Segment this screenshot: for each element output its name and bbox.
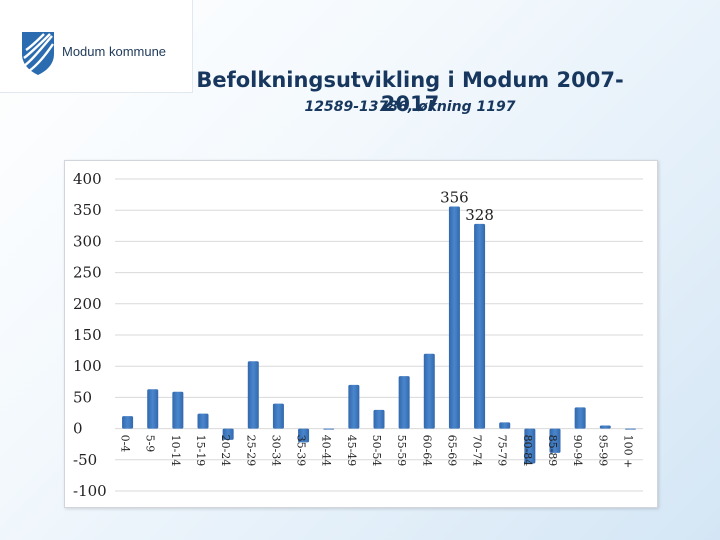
logo-text: Modum kommune	[62, 44, 167, 59]
x-tick-label: 95-99	[596, 435, 609, 467]
bar-75-79	[499, 422, 511, 429]
modum-shield-icon	[22, 32, 54, 75]
y-tick-label: 150	[73, 326, 102, 344]
logo-box: Modum kommune	[0, 0, 193, 93]
y-tick-label: 400	[73, 170, 102, 188]
data-label: 328	[465, 206, 494, 224]
y-tick-label: 300	[73, 232, 102, 250]
x-tick-label: 45-49	[345, 435, 358, 467]
bar-20-24	[222, 428, 234, 440]
x-tick-label: 60-64	[420, 435, 433, 467]
bar-30-34	[272, 403, 284, 429]
y-tick-label: -100	[73, 482, 107, 500]
x-tick-label: 15-19	[194, 435, 207, 467]
y-tick-label: 350	[73, 201, 102, 219]
x-tick-label: 35-39	[295, 435, 308, 467]
y-tick-label: 0	[73, 420, 83, 438]
bar-25-29	[247, 361, 259, 429]
bar-80-84	[524, 428, 536, 464]
y-tick-label: 50	[73, 388, 92, 406]
bar-65-69	[448, 206, 460, 429]
x-tick-label: 0-4	[119, 435, 132, 453]
x-tick-label: 40-44	[320, 435, 333, 467]
y-tick-label: 100	[73, 357, 102, 375]
bar-90-94	[574, 407, 586, 429]
x-tick-label: 85-89	[546, 435, 559, 467]
bar-85-89	[549, 428, 561, 453]
x-tick-label: 75-79	[496, 435, 509, 467]
x-tick-label: 80-84	[521, 435, 534, 467]
bar-chart: -100 -50 0 50 100 150 200 250 300 350 400 0-4 5-9 10-…	[73, 170, 643, 500]
bar-15-19	[197, 413, 209, 429]
bar-35-39	[298, 428, 310, 443]
data-label: 356	[440, 188, 469, 206]
y-tick-label: 200	[73, 295, 102, 313]
x-tick-label: 70-74	[471, 435, 484, 467]
x-tick-label: 65-69	[445, 435, 458, 467]
x-tick-label: 25-29	[244, 435, 257, 467]
x-tick-label: 55-59	[395, 435, 408, 467]
page-title: Befolkningsutvikling i Modum 2007-2017	[196, 68, 624, 116]
x-tick-label: 5-9	[144, 435, 157, 453]
x-tick-label: 100 +	[621, 435, 634, 469]
x-tick-label: 30-34	[269, 435, 282, 467]
y-tick-label: -50	[73, 451, 97, 469]
page-subtitle: 12589-13786, økning 1197	[304, 99, 516, 115]
bar-95-99	[599, 425, 611, 429]
x-tick-label: 10-14	[169, 435, 182, 467]
chart-panel: -100 -50 0 50 100 150 200 250 300 350 400 0-4 5-9 10-…	[64, 160, 658, 508]
bar-55-59	[398, 376, 410, 429]
bar-40-44	[323, 428, 335, 430]
bar-0-4	[122, 416, 134, 429]
bar-50-54	[373, 409, 385, 429]
x-tick-label: 20-24	[219, 435, 232, 467]
bar-10-14	[172, 391, 184, 429]
bar-100+	[624, 428, 636, 430]
bar-45-49	[348, 384, 360, 429]
bar-5-9	[147, 389, 159, 429]
y-tick-label: 250	[73, 264, 102, 282]
x-tick-label: 50-54	[370, 435, 383, 467]
bar-70-74	[474, 223, 486, 429]
x-tick-label: 90-94	[571, 435, 584, 467]
bar-60-64	[423, 353, 435, 429]
